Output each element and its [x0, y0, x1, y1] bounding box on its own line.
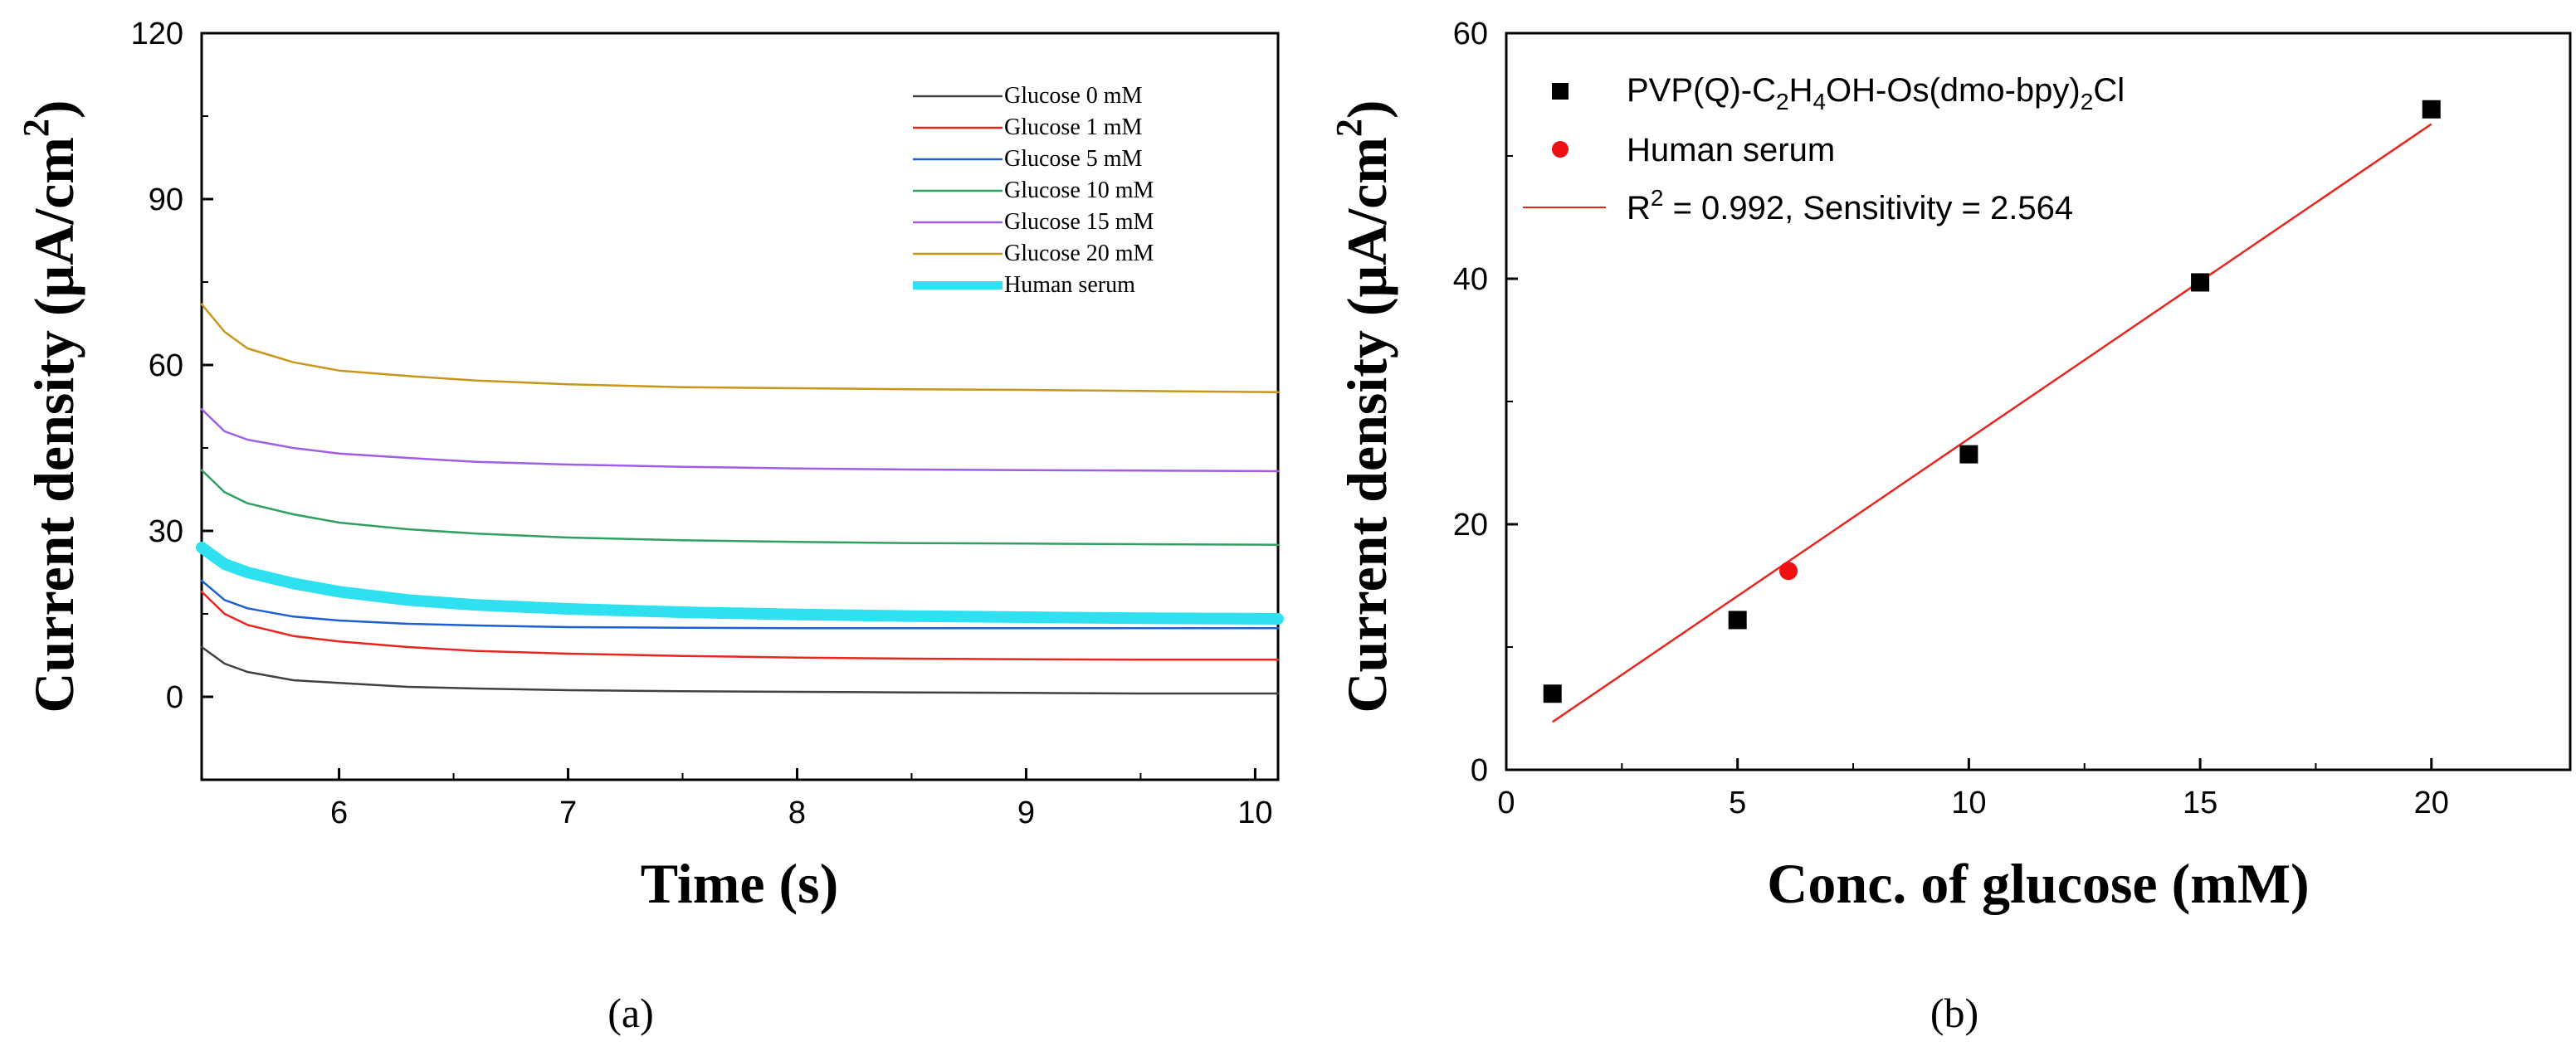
- series-line-0: [200, 645, 1280, 695]
- legend-label-square-series: PVP(Q)-C2H4OH-Os(dmo-bpy)2Cl: [1627, 72, 2125, 114]
- panel-a-plot-area: [196, 32, 1284, 781]
- legend-label-2: Glucose 5 mM: [1004, 146, 1143, 172]
- legend-label-6: Human serum: [1004, 272, 1135, 298]
- x-tick-label: 0: [1497, 786, 1515, 820]
- panel-b-x-tick-marks: [1505, 758, 2433, 770]
- panel-b-data-points: [1543, 100, 2441, 703]
- x-tick-label: 20: [2414, 786, 2449, 820]
- panel-a-caption: (a): [607, 990, 654, 1036]
- panel-a-frame: [200, 32, 1280, 781]
- panel-b-y-title-sup: 2: [1329, 119, 1369, 137]
- panel-b-x-tick-labels: 0 5 10 15 20: [1497, 786, 2448, 820]
- series-line-4: [200, 408, 1280, 473]
- y-tick-label: 120: [131, 17, 183, 51]
- panel-a-series-lines: [196, 303, 1284, 695]
- legend-label-4: Glucose 15 mM: [1004, 209, 1154, 235]
- data-point-square: [1728, 611, 1747, 630]
- legend-label-5: Glucose 20 mM: [1004, 241, 1154, 266]
- panel-a-y-title-suffix: ): [22, 100, 85, 119]
- legend-square-seg2: H: [1789, 72, 1813, 109]
- panel-b: 0 5 10 15 20 0 20 40 60 Conc. of glucose (mM) C…: [1329, 17, 2572, 1036]
- panel-b-caption: (b): [1930, 990, 1978, 1036]
- series-line-2: [200, 579, 1280, 630]
- series-line-6: [196, 542, 1284, 625]
- y-tick-label: 0: [166, 680, 183, 715]
- panel-a-y-title-unit: μA/cm: [22, 137, 85, 297]
- panel-b-y-axis-title: Current density (μA/cm2): [1329, 100, 1398, 713]
- legend-square-sub1: 2: [1776, 89, 1789, 114]
- data-point-square: [1959, 445, 1978, 464]
- y-tick-label: 40: [1453, 262, 1488, 297]
- x-tick-label: 8: [788, 796, 806, 830]
- panel-b-y-title-unit: μA/cm: [1335, 137, 1398, 297]
- panel-b-y-tick-marks: [1506, 32, 1518, 771]
- panel-a-y-axis-title: Current density (μA/cm2): [16, 100, 85, 713]
- x-tick-label: 7: [559, 796, 577, 830]
- legend-square-marker: [1552, 83, 1569, 100]
- y-tick-label: 30: [149, 514, 183, 549]
- legend-label-1: Glucose 1 mM: [1004, 114, 1143, 140]
- x-tick-label: 6: [330, 796, 348, 830]
- data-point-square: [2422, 100, 2441, 119]
- data-point-circle: [1779, 562, 1798, 581]
- legend-fit-r: R: [1627, 190, 1651, 226]
- y-tick-label: 60: [149, 348, 183, 383]
- panel-a-y-tick-marks: [202, 32, 213, 698]
- x-tick-label: 5: [1729, 786, 1746, 820]
- legend-label-0: Glucose 0 mM: [1004, 83, 1143, 109]
- panel-a: 6 7 8 9 10 0 30 60 90 120 Time (s) Current densi…: [16, 17, 1284, 1036]
- legend-square-sub2: 4: [1812, 89, 1826, 114]
- panel-b-y-title-prefix: Current density (: [1335, 297, 1398, 713]
- panel-a-x-tick-labels: 6 7 8 9 10: [330, 796, 1273, 830]
- y-tick-label: 60: [1453, 17, 1488, 51]
- legend-square-seg4: Cl: [2093, 72, 2125, 109]
- legend-label-3: Glucose 10 mM: [1004, 178, 1154, 203]
- x-tick-label: 10: [1237, 796, 1272, 830]
- panel-a-x-axis-title: Time (s): [641, 852, 839, 915]
- panel-b-x-axis-title: Conc. of glucose (mM): [1767, 852, 2309, 915]
- legend-square-seg3: OH-Os(dmo-bpy): [1826, 72, 2081, 109]
- panel-b-y-tick-labels: 0 20 40 60: [1453, 17, 1488, 788]
- panel-a-y-tick-labels: 0 30 60 90 120: [131, 17, 183, 715]
- panel-b-y-title-suffix: ): [1335, 100, 1398, 119]
- panel-a-x-tick-marks: [338, 768, 1256, 780]
- data-point-square: [2191, 273, 2210, 292]
- panel-a-y-title-sup: 2: [16, 119, 56, 137]
- y-tick-label: 0: [1471, 753, 1488, 788]
- series-line-5: [200, 303, 1280, 393]
- legend-circle-marker: [1552, 141, 1569, 158]
- legend-fit-rest: = 0.992, Sensitivity = 2.564: [1663, 190, 2073, 226]
- legend-square-sub3: 2: [2081, 89, 2094, 114]
- legend-label-fit: R2 = 0.992, Sensitivity = 2.564: [1627, 185, 2073, 226]
- data-point-square: [1543, 684, 1562, 703]
- x-tick-label: 9: [1017, 796, 1035, 830]
- panel-b-legend: PVP(Q)-C2H4OH-Os(dmo-bpy)2Cl Human serum…: [1523, 72, 2125, 226]
- series-line-3: [200, 469, 1280, 546]
- legend-label-human-serum: Human serum: [1627, 132, 1835, 168]
- y-tick-label: 20: [1453, 508, 1488, 543]
- panel-b-plot-area: [1505, 32, 2572, 771]
- x-tick-label: 15: [2183, 786, 2217, 820]
- legend-fit-sup: 2: [1651, 185, 1664, 211]
- x-tick-label: 10: [1951, 786, 1986, 820]
- y-tick-label: 90: [149, 182, 183, 217]
- series-line-1: [200, 591, 1280, 661]
- panel-a-legend: Glucose 0 mM Glucose 1 mM Glucose 5 mM Gluc…: [913, 83, 1154, 298]
- fit-line: [1552, 123, 2432, 723]
- panel-a-y-title-prefix: Current density (: [22, 297, 85, 713]
- panel-b-fit-line-group: [1552, 123, 2432, 723]
- legend-square-seg1: PVP(Q)-C: [1627, 72, 1776, 109]
